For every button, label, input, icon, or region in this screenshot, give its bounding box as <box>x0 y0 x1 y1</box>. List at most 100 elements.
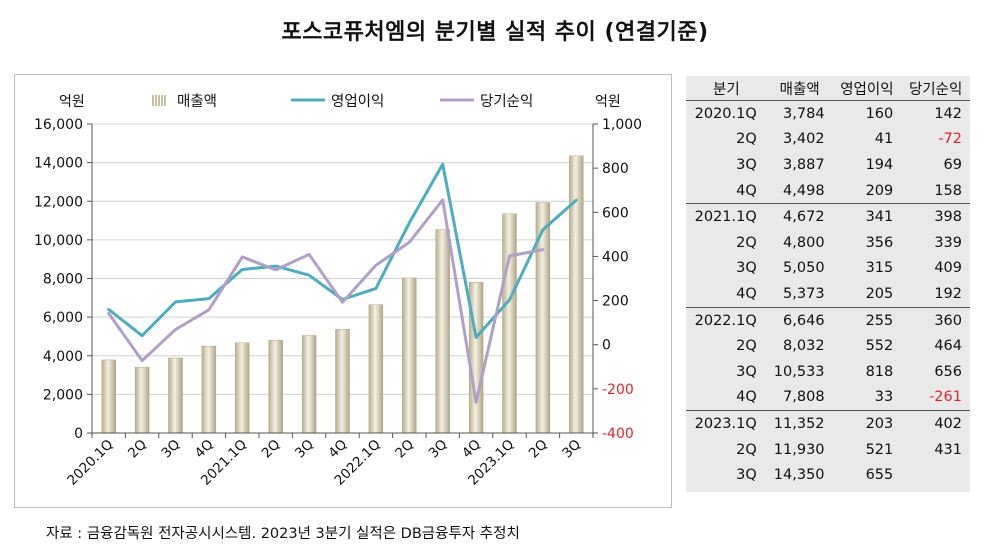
table-row: 3Q 3,887 194 69 <box>686 152 970 178</box>
net-income-cell: 402 <box>934 415 962 432</box>
revenue-bar <box>402 277 417 434</box>
revenue-cell: 4,800 <box>783 234 825 251</box>
legend-label-revenue: 매출액 <box>177 93 217 110</box>
net-income-cell: 409 <box>934 260 962 277</box>
revenue-bar <box>569 155 584 434</box>
revenue-cell: 11,930 <box>773 441 825 458</box>
legend-label-operating-profit: 영업이익 <box>331 93 384 110</box>
operating-profit-cell: 341 <box>865 209 894 226</box>
table-row: 3Q 5,050 315 409 <box>686 256 970 282</box>
data-table: 분기 매출액 영업이익 당기순익 2020.1Q 3,784 160 142 2Q 3,4… <box>686 76 970 488</box>
table-row: 2Q 8,032 552 464 <box>686 333 970 359</box>
header-quarter: 분기 <box>713 81 740 98</box>
revenue-bar <box>101 359 116 434</box>
legend-bar-swatch <box>152 95 154 106</box>
header-operating-profit: 영업이익 <box>840 81 894 98</box>
operating-profit-line <box>107 162 578 339</box>
revenue-cell: 3,402 <box>783 131 825 148</box>
quarter-cell: 3Q <box>736 467 757 484</box>
revenue-bar <box>502 213 517 434</box>
quarter-cell: 4Q <box>736 285 757 302</box>
y-right-tick-label: 0 <box>602 338 611 354</box>
operating-profit-cell: 160 <box>865 105 894 122</box>
operating-profit-cell: 33 <box>874 389 894 406</box>
revenue-bar <box>235 342 250 434</box>
y-left-tick-label: 0 <box>74 426 83 442</box>
y-left-axis-title: 억원 <box>59 94 85 110</box>
net-income-line <box>107 198 545 404</box>
net-income-cell: -72 <box>938 131 962 148</box>
header-net-income: 당기순익 <box>908 81 963 98</box>
table-row: 2023.1Q 11,352 203 402 <box>686 411 970 437</box>
operating-profit-cell: 818 <box>865 363 894 380</box>
operating-profit-cell: 521 <box>865 441 894 458</box>
quarter-cell: 2Q <box>736 234 757 251</box>
quarter-cell: 2020.1Q <box>694 105 757 122</box>
net-income-cell <box>901 462 970 488</box>
quarter-cell: 3Q <box>736 363 757 380</box>
y-left-tick-label: 4,000 <box>43 349 83 365</box>
operating-profit-cell: 194 <box>865 156 894 173</box>
revenue-bar <box>335 329 350 434</box>
quarter-cell: 4Q <box>736 182 757 199</box>
net-income-cell: -261 <box>929 389 962 406</box>
quarter-cell: 2Q <box>736 441 757 458</box>
revenue-bar <box>134 367 150 434</box>
y-right-tick-label: 1,000 <box>602 117 642 133</box>
y-right-tick-label: -200 <box>602 382 634 398</box>
legend-bar-swatch <box>158 95 160 106</box>
x-tick-label: 4Q <box>192 437 217 462</box>
quarter-cell: 2Q <box>736 131 757 148</box>
x-tick-label: 4Q <box>459 437 484 462</box>
net-income-cell: 360 <box>934 312 962 329</box>
table-row: 3Q 10,533 818 656 <box>686 359 970 385</box>
y-right-tick-label: 600 <box>602 205 629 221</box>
chart-panel: 0 2,000 4,000 6,000 8,000 10,000 12,000 14,000 1… <box>14 74 672 508</box>
net-income-cell: 192 <box>934 285 962 302</box>
x-tick-label: 2Q <box>259 437 284 462</box>
revenue-bar <box>201 345 217 434</box>
revenue-cell: 4,498 <box>783 182 825 199</box>
operating-profit-cell: 203 <box>865 415 894 432</box>
quarter-cell: 2021.1Q <box>694 209 757 226</box>
x-tick-label: 2020.1Q <box>64 437 116 489</box>
revenue-cell: 4,672 <box>783 209 825 226</box>
y-right-axis-title: 억원 <box>595 94 621 110</box>
legend-bar-swatch <box>164 95 166 106</box>
data-table-panel: 분기 매출액 영업이익 당기순익 2020.1Q 3,784 160 142 2Q 3,4… <box>686 76 970 492</box>
table-row: 4Q 4,498 209 158 <box>686 178 970 204</box>
legend-bar-swatch <box>155 95 157 106</box>
y-left-tick-label: 14,000 <box>34 156 83 172</box>
legend-bar-swatch <box>161 95 163 106</box>
y-left-tick-label: 12,000 <box>34 194 83 210</box>
y-left-tick-label: 16,000 <box>34 117 83 133</box>
y-left-tick-label: 10,000 <box>34 233 83 249</box>
x-tick-label: 3Q <box>426 437 451 462</box>
table-header-row: 분기 매출액 영업이익 당기순익 <box>686 76 970 101</box>
x-tick-label: 2Q <box>392 437 417 462</box>
net-income-cell: 339 <box>934 234 962 251</box>
operating-profit-cell: 41 <box>874 131 894 148</box>
operating-profit-cell: 209 <box>865 182 894 199</box>
table-row: 2021.1Q 4,672 341 398 <box>686 204 970 230</box>
x-tick-label: 3Q <box>559 437 584 462</box>
operating-profit-cell: 655 <box>865 467 894 484</box>
revenue-cell: 10,533 <box>773 363 825 380</box>
operating-profit-cell: 315 <box>865 260 894 277</box>
revenue-cell: 14,350 <box>773 467 825 484</box>
quarter-cell: 2Q <box>736 338 757 355</box>
x-tick-label: 2Q <box>526 437 551 462</box>
revenue-cell: 8,032 <box>783 338 825 355</box>
operating-profit-cell: 255 <box>865 312 894 329</box>
table-row: 4Q 5,373 205 192 <box>686 281 970 308</box>
net-income-cell: 431 <box>934 441 962 458</box>
net-income-cell: 464 <box>934 338 962 355</box>
revenue-cell: 7,808 <box>783 389 825 406</box>
operating-profit-cell: 356 <box>865 234 894 251</box>
operating-profit-cell: 205 <box>865 285 894 302</box>
y-right-tick-label: 800 <box>602 161 629 177</box>
table-row: 2020.1Q 3,784 160 142 <box>686 101 970 127</box>
net-income-cell: 142 <box>934 105 962 122</box>
quarter-cell: 3Q <box>736 260 757 277</box>
y-left-tick-label: 8,000 <box>43 272 83 288</box>
